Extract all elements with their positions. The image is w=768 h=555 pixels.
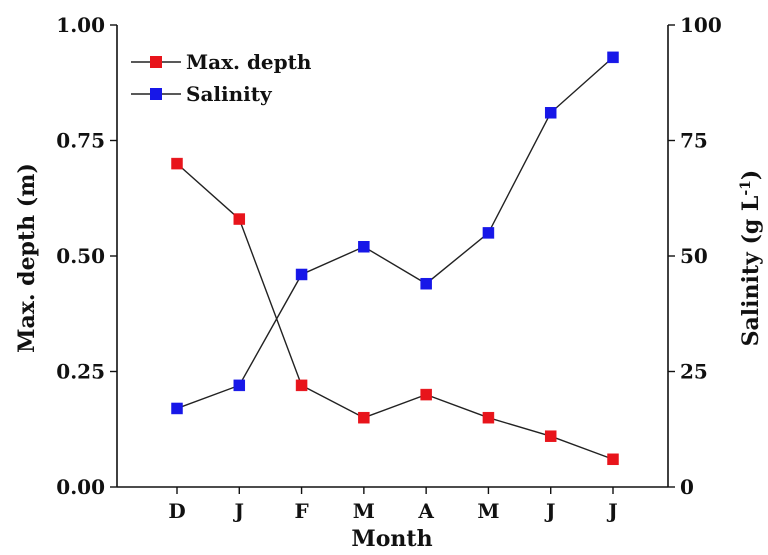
max-depth-point xyxy=(358,411,370,424)
max-depth-point xyxy=(544,430,557,442)
right-y-tick-label: 0 xyxy=(680,475,694,499)
max-depth-point xyxy=(607,453,619,466)
salinity-point xyxy=(420,277,432,290)
legend-salinity-label: Salinity xyxy=(186,82,273,106)
x-tick-label: M xyxy=(477,499,499,523)
salinity-point xyxy=(482,227,495,239)
salinity-point xyxy=(171,402,183,415)
x-tick-label: A xyxy=(417,499,434,523)
left-y-tick-label: 0.00 xyxy=(56,475,105,499)
legend-salinity-marker xyxy=(150,88,162,100)
salinity-point xyxy=(295,268,308,281)
max-depth-point xyxy=(171,157,183,170)
left-y-tick-label: 1.00 xyxy=(56,13,105,37)
right-y-tick-label: 50 xyxy=(680,244,708,268)
right-y-axis-title-main: Salinity (g L xyxy=(738,196,764,347)
x-axis-title: Month xyxy=(351,526,432,552)
series-layer xyxy=(171,51,619,466)
left-y-tick-label: 0.25 xyxy=(56,360,105,384)
salinity-point xyxy=(607,51,619,64)
right-y-axis-title: Salinity (g L-1) xyxy=(738,170,764,347)
x-tick-label: J xyxy=(233,499,244,523)
legend-max-depth-label: Max. depth xyxy=(186,50,312,74)
right-y-axis-ticks: 0 25 50 75 100 xyxy=(668,13,722,499)
x-tick-label: M xyxy=(353,499,375,523)
right-y-tick-label: 75 xyxy=(680,129,708,153)
x-tick-label: F xyxy=(294,499,308,523)
x-tick-label: D xyxy=(168,499,185,523)
max-depth-point xyxy=(482,411,495,424)
x-tick-label: J xyxy=(606,499,617,523)
left-y-axis-title: Max. depth (m) xyxy=(14,163,40,353)
salinity-point xyxy=(544,107,557,119)
max-depth-point xyxy=(295,379,308,392)
max-depth-point xyxy=(420,388,432,401)
legend: Max. depth Salinity xyxy=(131,50,312,106)
x-tick-label: J xyxy=(544,499,555,523)
max-depth-line xyxy=(176,163,614,460)
right-y-axis-title-sup: -1 xyxy=(738,180,754,196)
left-y-tick-label: 0.75 xyxy=(56,129,105,153)
left-y-tick-label: 0.50 xyxy=(56,244,105,268)
salinity-line xyxy=(176,56,614,410)
right-y-tick-label: 100 xyxy=(680,13,722,37)
right-y-tick-label: 25 xyxy=(680,360,708,384)
salinity-point xyxy=(358,241,370,253)
left-y-axis-ticks: 0.00 0.25 0.50 0.75 1.00 xyxy=(56,13,117,499)
right-y-axis-title-end: ) xyxy=(738,170,764,180)
max-depth-point xyxy=(233,213,246,225)
legend-max-depth-marker xyxy=(150,56,162,68)
salinity-point xyxy=(233,379,246,392)
